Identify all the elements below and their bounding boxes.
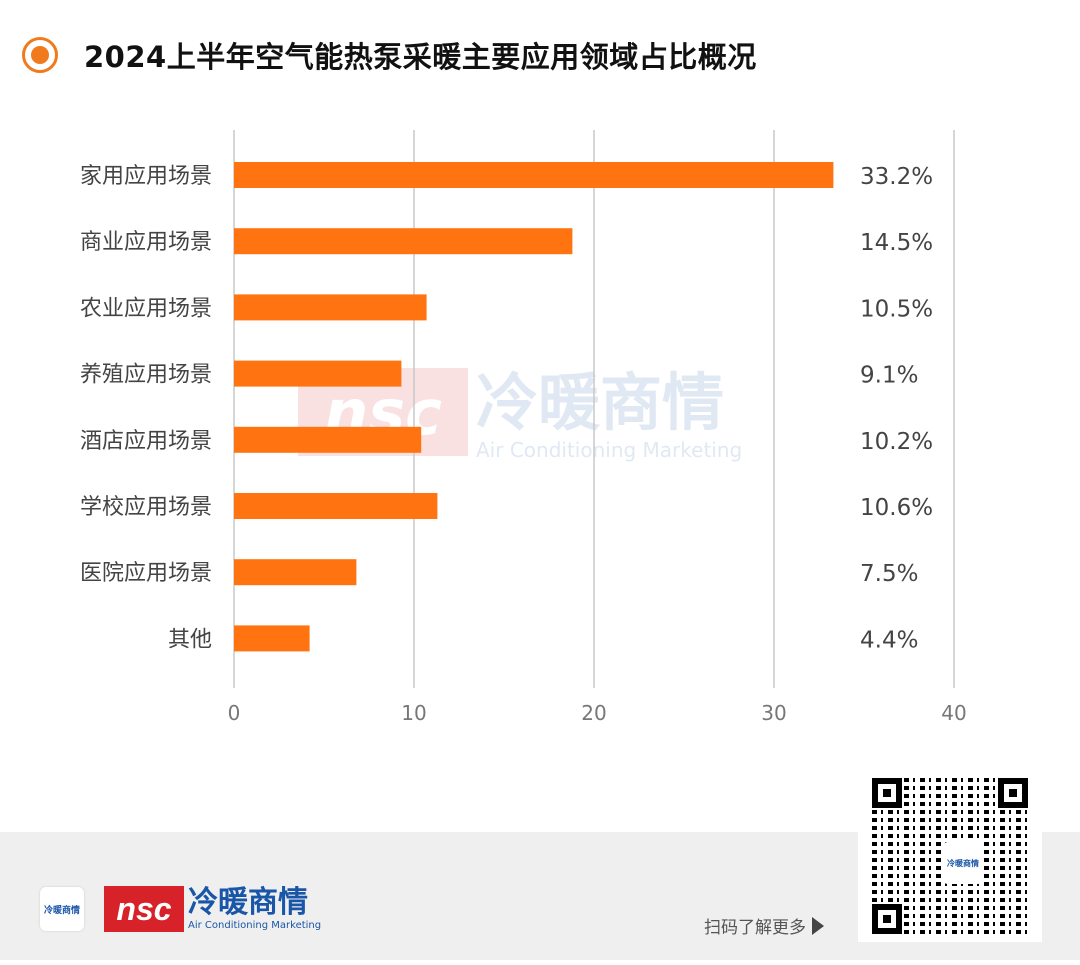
category-label: 家用应用场景 bbox=[80, 164, 212, 189]
data-label: 10.2% bbox=[860, 429, 933, 455]
chart-title: 2024上半年空气能热泵采暖主要应用领域占比概况 bbox=[84, 40, 757, 74]
data-label: 7.5% bbox=[860, 561, 918, 587]
bar bbox=[234, 559, 357, 586]
bar bbox=[234, 294, 427, 321]
data-label: 4.4% bbox=[860, 627, 918, 653]
data-label: 14.5% bbox=[860, 230, 933, 256]
category-label: 医院应用场景 bbox=[80, 561, 212, 586]
category-label: 商业应用场景 bbox=[80, 230, 212, 255]
x-tick-label: 30 bbox=[761, 701, 786, 725]
category-label: 养殖应用场景 bbox=[80, 363, 212, 388]
brand-logo: nsc 冷暖商情 Air Conditioning Marketing bbox=[104, 886, 321, 932]
scan-text: 扫码了解更多 bbox=[704, 918, 806, 938]
qr-logo: 冷暖商情 bbox=[942, 842, 984, 884]
logo-en: Air Conditioning Marketing bbox=[188, 920, 322, 931]
data-label: 33.2% bbox=[860, 164, 933, 190]
target-circle-icon bbox=[22, 37, 58, 73]
x-tick-label: 10 bbox=[401, 701, 426, 725]
bar bbox=[234, 493, 438, 519]
bar-chart: 0 10 20 30 40 家用应用场景 33.2% 商业应用场景 14.5% 农业应用场景 10.… bbox=[80, 130, 967, 725]
data-label: 9.1% bbox=[860, 363, 918, 389]
qr-finder bbox=[872, 904, 902, 934]
bar bbox=[234, 426, 422, 453]
bar bbox=[234, 228, 573, 255]
x-tick-label: 40 bbox=[941, 701, 966, 725]
category-label: 学校应用场景 bbox=[80, 495, 212, 520]
bar bbox=[234, 162, 834, 188]
bar bbox=[234, 625, 310, 652]
qr-pattern: 冷暖商情 bbox=[872, 778, 1028, 934]
x-tick-label: 0 bbox=[228, 701, 241, 725]
play-arrow-icon bbox=[812, 916, 824, 935]
chart-header: 2024上半年空气能热泵采暖主要应用领域占比概况 bbox=[22, 34, 757, 76]
qr-finder bbox=[872, 778, 902, 808]
category-label: 农业应用场景 bbox=[80, 296, 212, 321]
nsc-logo: nsc bbox=[104, 886, 184, 932]
data-label: 10.6% bbox=[860, 495, 933, 521]
qr-finder bbox=[998, 778, 1028, 808]
data-label: 10.5% bbox=[860, 296, 933, 322]
app-icon: 冷暖商情 bbox=[40, 887, 84, 931]
scan-more[interactable]: 扫码了解更多 bbox=[704, 913, 824, 938]
logo-cn: 冷暖商情 bbox=[188, 885, 308, 920]
x-tick-label: 20 bbox=[581, 701, 606, 725]
category-label: 其他 bbox=[168, 627, 212, 652]
qr-code[interactable]: 冷暖商情 bbox=[858, 770, 1042, 942]
bar bbox=[234, 360, 402, 387]
category-label: 酒店应用场景 bbox=[80, 429, 212, 454]
